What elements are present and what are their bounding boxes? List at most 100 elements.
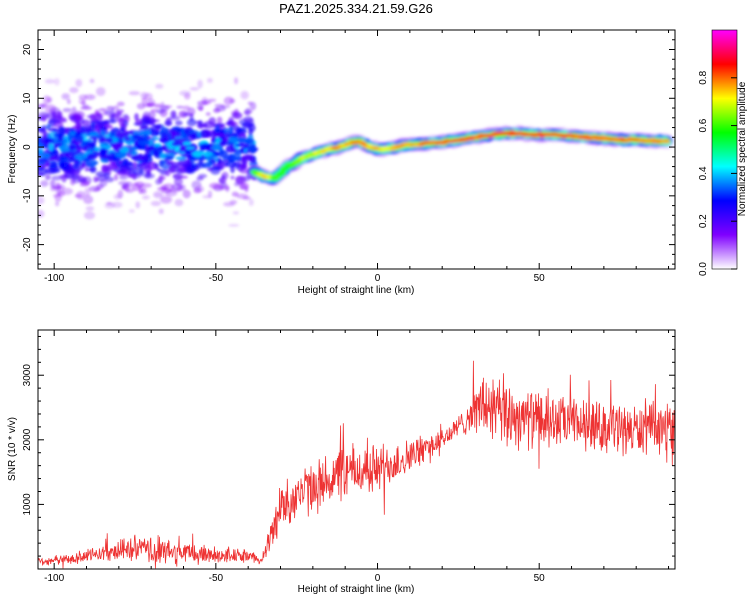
noise-blob xyxy=(54,193,62,202)
noise-blob xyxy=(195,186,204,193)
ridge-segment xyxy=(303,156,311,160)
noise-blob xyxy=(115,152,127,158)
noise-blob xyxy=(183,141,192,146)
noise-blob xyxy=(113,194,121,200)
noise-blob xyxy=(92,111,103,121)
snr-x-axis: -100 -50 0 50 xyxy=(44,330,670,584)
noise-blob xyxy=(75,153,87,160)
noise-blob xyxy=(198,158,203,167)
snr-y-label: SNR (10 * v/v) xyxy=(7,417,18,481)
y-tick-label: 2000 xyxy=(22,428,33,451)
noise-blob xyxy=(83,211,96,220)
noise-blob xyxy=(150,129,159,137)
noise-blob xyxy=(135,201,141,209)
noise-blob xyxy=(243,109,250,115)
noise-blob xyxy=(128,91,141,96)
noise-blob xyxy=(135,118,143,126)
noise-blob xyxy=(99,137,109,143)
noise-blob xyxy=(96,134,103,140)
noise-blob xyxy=(57,111,63,121)
y-tick-label: 1000 xyxy=(22,493,33,516)
noise-blob xyxy=(98,108,107,112)
spectrogram-x-axis: -100 -50 0 50 xyxy=(44,30,670,284)
noise-blob xyxy=(68,156,75,163)
noise-blob xyxy=(186,118,197,127)
colorbar-label: Normalized spectral amplitude xyxy=(737,81,748,216)
colorbar-ticks: 0.0 0.2 0.4 0.6 0.8 xyxy=(698,70,737,276)
noise-blob xyxy=(45,174,51,181)
noise-blob xyxy=(179,145,187,152)
noise-blob xyxy=(69,140,77,144)
noise-blob xyxy=(127,131,134,135)
noise-blob xyxy=(44,169,57,175)
frequency-ridge xyxy=(247,125,674,186)
noise-blob xyxy=(172,174,180,179)
noise-blob xyxy=(76,122,82,128)
noise-blob xyxy=(188,129,199,134)
noise-blob xyxy=(146,102,156,107)
noise-blob xyxy=(160,132,168,139)
noise-blob xyxy=(189,87,200,91)
noise-blob xyxy=(191,132,197,141)
noise-blob xyxy=(59,144,71,153)
noise-blob xyxy=(80,140,90,147)
snr-series-line xyxy=(38,360,675,569)
noise-blob xyxy=(142,111,151,121)
y-tick-label: -20 xyxy=(22,237,33,252)
noise-blob xyxy=(200,130,210,138)
noise-blob xyxy=(61,187,73,195)
noise-blob xyxy=(128,146,138,150)
snr-panel: -100 -50 0 50 1000 2000 3000 Height of straig… xyxy=(7,329,676,595)
noise-blob xyxy=(38,172,45,176)
noise-blob xyxy=(119,175,128,180)
noise-blob xyxy=(195,156,208,160)
noise-blob xyxy=(125,188,134,193)
noise-blob xyxy=(229,199,238,205)
noise-blob xyxy=(140,161,147,166)
noise-blob xyxy=(157,186,168,191)
noise-blob xyxy=(84,168,91,172)
noise-blob xyxy=(181,163,193,167)
noise-blob xyxy=(225,184,230,193)
noise-blob xyxy=(81,100,86,106)
noise-blob xyxy=(86,115,92,119)
noise-blob xyxy=(107,138,114,143)
noise-blob xyxy=(228,223,240,227)
noise-blob xyxy=(69,87,79,94)
noise-blob xyxy=(81,119,91,127)
noise-blob xyxy=(113,173,119,181)
noise-blob xyxy=(121,183,129,190)
noise-blob xyxy=(151,137,160,141)
noise-blob xyxy=(59,161,64,169)
noise-blob xyxy=(209,182,222,189)
noise-blob xyxy=(75,78,83,88)
noise-blob xyxy=(229,98,236,104)
noise-blob xyxy=(248,198,254,206)
noise-blob xyxy=(243,122,254,128)
noise-blob xyxy=(46,96,53,103)
noise-blob xyxy=(49,107,61,115)
noise-blob xyxy=(86,152,98,160)
noise-blob xyxy=(205,161,213,167)
noise-blob xyxy=(40,180,49,187)
snr-y-axis: 1000 2000 3000 xyxy=(22,335,675,570)
noise-blob xyxy=(39,152,51,160)
noise-blob xyxy=(139,125,148,129)
figure-title: PAZ1.2025.334.21.59.G26 xyxy=(279,1,433,16)
noise-blob xyxy=(198,173,208,179)
noise-blob xyxy=(177,184,183,192)
noise-blob xyxy=(192,151,203,158)
noise-blob xyxy=(243,116,254,123)
ridge-segment xyxy=(289,163,297,167)
ridge-segment xyxy=(278,171,286,175)
noise-blob xyxy=(107,155,118,160)
noise-blob xyxy=(235,175,243,185)
noise-blob xyxy=(63,151,74,156)
noise-blob xyxy=(154,124,162,129)
noise-blob xyxy=(233,77,239,85)
noise-blob xyxy=(140,146,146,150)
noise-blob xyxy=(208,117,216,126)
noise-blob xyxy=(244,186,249,193)
noise-blob xyxy=(148,119,160,123)
noise-blob xyxy=(233,108,240,118)
